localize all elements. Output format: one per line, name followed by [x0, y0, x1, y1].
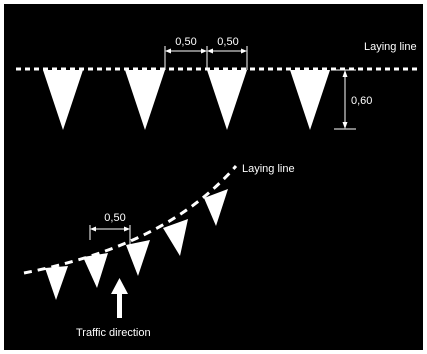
- triangle-marking-curve-3: [126, 240, 150, 276]
- triangle-marking-curve-4: [163, 219, 188, 256]
- laying-line-label-curve: Laying line: [242, 163, 295, 175]
- triangle-marking-curve-2: [83, 253, 108, 288]
- dimension-spacing-curve: [89, 225, 131, 245]
- triangle-marking-top-1: [43, 70, 83, 130]
- arrow-up-icon: [111, 278, 128, 318]
- height-label: 0,60: [351, 95, 372, 107]
- triangle-marking-top-4: [290, 70, 330, 130]
- laying-line-label-top: Laying line: [364, 41, 417, 53]
- dimension-spacing-top: [164, 46, 248, 70]
- triangle-marking-top-2: [125, 70, 165, 130]
- triangle-marking-top-3: [207, 70, 247, 130]
- diagram-background: [4, 4, 423, 350]
- laying-line-curved: [23, 165, 238, 275]
- spacing-label-top-1: 0,50: [175, 36, 196, 48]
- triangle-marking-curve-1: [45, 266, 68, 300]
- dimension-height: [334, 69, 356, 130]
- traffic-direction-label: Traffic direction: [76, 327, 151, 339]
- spacing-label-curve: 0,50: [104, 212, 125, 224]
- triangle-marking-curve-5: [204, 189, 228, 226]
- spacing-label-top-2: 0,50: [217, 36, 238, 48]
